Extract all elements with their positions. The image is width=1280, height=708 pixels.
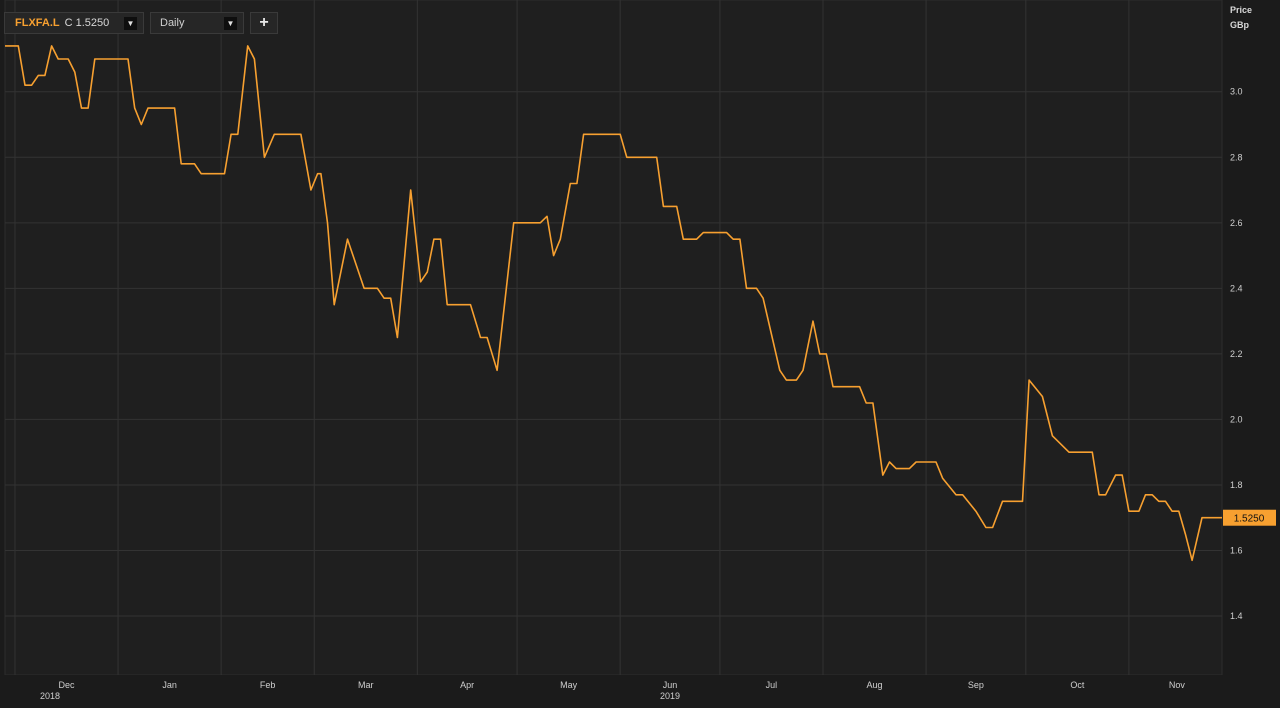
interval-selector[interactable]: Daily ▼ (150, 12, 244, 34)
last-value-tag-label: 1.5250 (1234, 514, 1265, 525)
plus-icon[interactable]: + (250, 12, 278, 34)
symbol-code: FLXFA.L (15, 17, 60, 29)
plot-area (4, 0, 1223, 676)
y-tick-label: 3.0 (1230, 87, 1243, 97)
add-button-label: + (259, 14, 269, 31)
x-tick-label: Nov (1169, 680, 1186, 690)
triangle-down-icon[interactable]: ▼ (224, 17, 237, 30)
x-tick-label: Jun (663, 680, 678, 690)
x-tick-label: Aug (867, 680, 883, 690)
symbol-selector[interactable]: FLXFA.L C 1.5250 ▼ (4, 12, 144, 34)
price-axis-title: Price (1230, 5, 1253, 15)
x-tick-label: Mar (358, 680, 374, 690)
x-year-label: 2018 (40, 691, 60, 701)
x-tick-label: Oct (1070, 680, 1085, 690)
y-tick-label: 2.4 (1230, 283, 1243, 293)
x-tick-label: Jul (766, 680, 778, 690)
y-tick-label: 2.8 (1230, 152, 1243, 162)
triangle-down-icon[interactable]: ▼ (124, 17, 137, 30)
x-tick-label: Sep (968, 680, 984, 690)
last-price: C 1.5250 (64, 17, 110, 29)
y-tick-label: 2.0 (1230, 414, 1243, 424)
y-tick-label: 1.8 (1230, 480, 1243, 490)
price-line (5, 45, 1222, 562)
x-year-label: 2019 (660, 691, 680, 701)
x-tick-label: May (560, 680, 578, 690)
x-tick-label: Feb (260, 680, 276, 690)
x-tick-label: Dec (59, 680, 76, 690)
x-axis-band (0, 675, 1280, 708)
y-tick-label: 2.6 (1230, 218, 1243, 228)
chart-toolbar: FLXFA.L C 1.5250 ▼ Daily ▼ + (4, 12, 278, 34)
x-tick-label: Jan (162, 680, 177, 690)
price-axis-unit: GBp (1230, 20, 1249, 30)
x-tick-label: Apr (460, 680, 474, 690)
y-tick-label: 1.6 (1230, 545, 1243, 555)
y-tick-label: 1.4 (1230, 611, 1243, 621)
y-tick-label: 2.2 (1230, 349, 1243, 359)
last-value-tag: 1.5250 (1223, 509, 1276, 526)
last-value-tag-bg (1223, 509, 1276, 526)
interval-label: Daily (160, 17, 185, 29)
